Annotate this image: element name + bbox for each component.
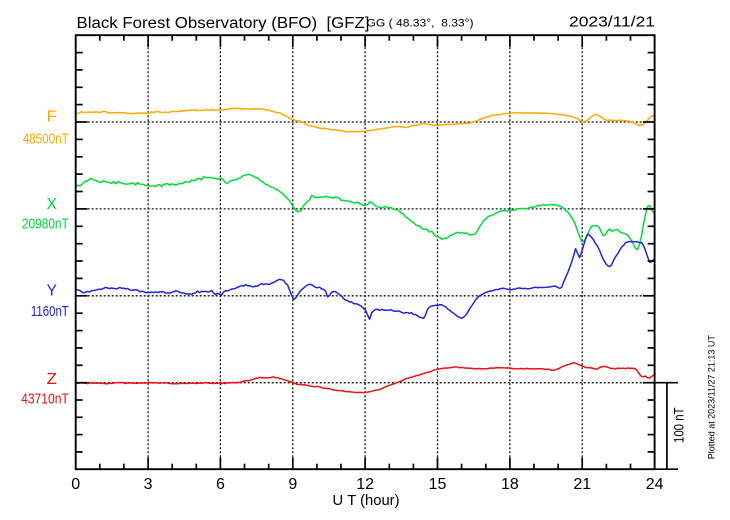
- svg-text:15: 15: [429, 476, 447, 493]
- svg-text:21: 21: [573, 476, 591, 493]
- svg-text:Y: Y: [47, 283, 58, 300]
- svg-text:100 nT: 100 nT: [672, 408, 687, 444]
- svg-text:6: 6: [216, 476, 225, 493]
- svg-text:48500nT: 48500nT: [23, 131, 69, 148]
- svg-text:12: 12: [356, 476, 374, 493]
- svg-text:9: 9: [288, 476, 297, 493]
- svg-text:Plotted at 2023/11/27 21:13 UT: Plotted at 2023/11/27 21:13 UT: [707, 335, 718, 459]
- svg-text:43710nT: 43710nT: [21, 390, 69, 407]
- svg-text:2023/11/21: 2023/11/21: [569, 14, 655, 30]
- svg-text:U T (hour): U T (hour): [333, 492, 400, 509]
- svg-text:18: 18: [501, 476, 519, 493]
- svg-text:GG ( 48.33°, 8.33°): GG ( 48.33°, 8.33°): [367, 18, 474, 30]
- svg-text:Z: Z: [47, 371, 58, 388]
- svg-text:0: 0: [71, 476, 80, 493]
- svg-text:Black Forest Observatory (BFO): Black Forest Observatory (BFO) [GFZ]: [77, 15, 370, 32]
- svg-text:20980nT: 20980nT: [22, 215, 69, 232]
- svg-text:3: 3: [144, 476, 153, 493]
- svg-text:24: 24: [646, 476, 664, 493]
- svg-text:X: X: [47, 196, 58, 213]
- svg-text:1160nT: 1160nT: [31, 303, 69, 320]
- svg-text:F: F: [47, 108, 58, 125]
